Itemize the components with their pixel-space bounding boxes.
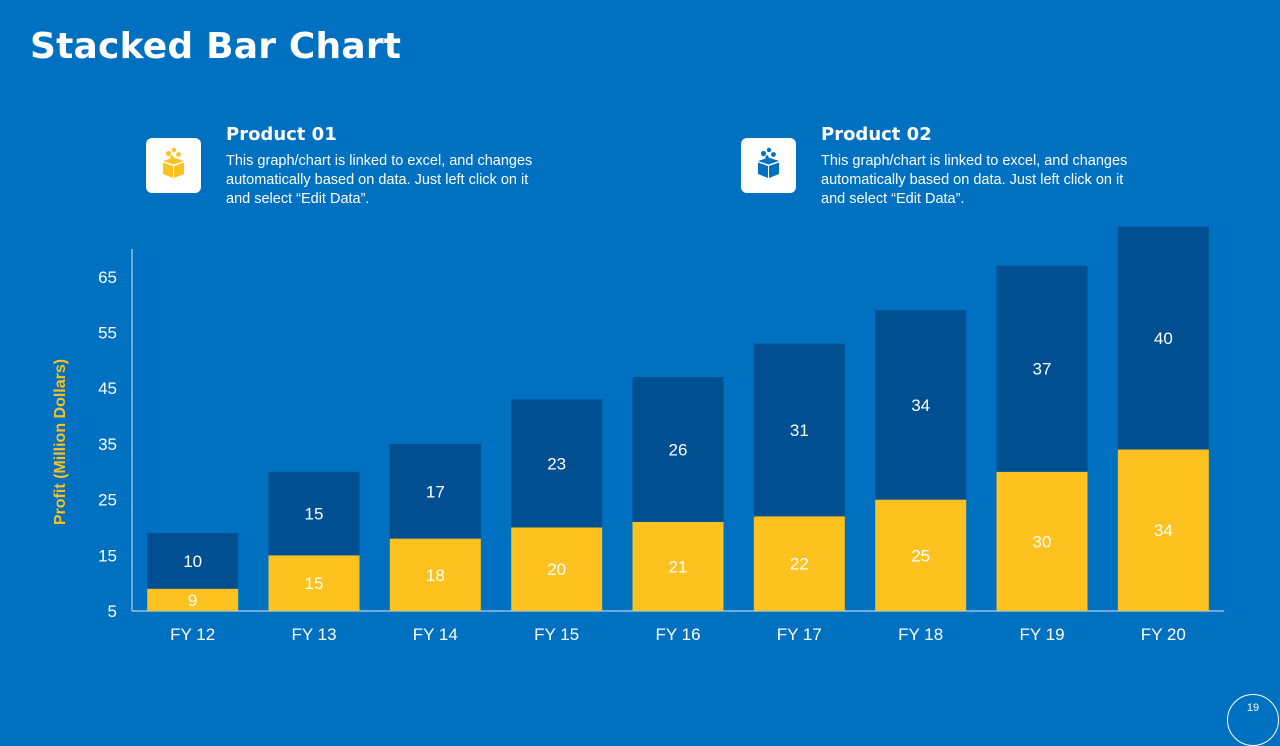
- bar-segment: [1117, 449, 1209, 611]
- y-tick-label: 35: [98, 435, 117, 454]
- bar-segment: [875, 310, 967, 500]
- y-tick-label: 15: [98, 546, 117, 565]
- slide-title: Stacked Bar Chart: [30, 26, 402, 67]
- y-tick-label: 55: [98, 324, 117, 343]
- data-label: 20: [547, 560, 566, 579]
- data-label: 26: [669, 440, 688, 459]
- bar-segment: [753, 343, 845, 517]
- legend-description: This graph/chart is linked to excel, and…: [226, 153, 533, 207]
- bar-segment: [1117, 226, 1209, 450]
- x-tick-label: FY 12: [170, 625, 215, 644]
- bar-segment: [511, 527, 603, 611]
- x-tick-label: FY 15: [534, 625, 579, 644]
- y-tick-label: 45: [98, 379, 117, 398]
- bar-segment: [632, 521, 724, 611]
- data-label: 37: [1033, 360, 1052, 379]
- bar-segment: [996, 471, 1088, 611]
- x-tick-label: FY 13: [291, 625, 336, 644]
- bar-segment: [389, 443, 481, 539]
- legend-description: This graph/chart is linked to excel, and…: [821, 153, 1128, 207]
- bar-segment: [996, 265, 1088, 472]
- data-label: 22: [790, 555, 809, 574]
- bar-segment: [511, 399, 603, 528]
- x-tick-label: FY 17: [777, 625, 822, 644]
- box-icon: [741, 138, 796, 193]
- legend-name: Product 02: [821, 124, 932, 145]
- data-label: 40: [1154, 329, 1173, 348]
- data-label: 10: [183, 552, 202, 571]
- bar-segment: [875, 499, 967, 611]
- data-label: 25: [911, 546, 930, 565]
- data-label: 31: [790, 421, 809, 440]
- data-label: 23: [547, 454, 566, 473]
- data-label: 34: [911, 396, 930, 415]
- x-tick-label: FY 20: [1141, 625, 1186, 644]
- y-tick-label: 25: [98, 491, 117, 510]
- data-label: 30: [1033, 532, 1052, 551]
- stacked-bar-chart: 5 15 25 35 45 55 65 Profit (Million Dollars) 9 10…: [52, 226, 1224, 644]
- x-tick-label: FY 19: [1019, 625, 1064, 644]
- y-tick-label: 5: [108, 602, 117, 621]
- legend-name: Product 01: [226, 124, 337, 145]
- bar-segment: [753, 516, 845, 611]
- y-axis-title: Profit (Million Dollars): [52, 359, 69, 525]
- data-label: 34: [1154, 521, 1173, 540]
- bar-segment: [389, 538, 481, 611]
- box-icon: [146, 138, 201, 193]
- x-tick-label: FY 14: [413, 625, 458, 644]
- data-label: 18: [426, 566, 445, 585]
- bar-segment: [147, 533, 239, 589]
- bar-segment: [147, 588, 239, 611]
- page-number: 19: [1246, 702, 1260, 714]
- bar-segment: [632, 377, 724, 522]
- data-label: 21: [669, 557, 688, 576]
- data-label: 15: [305, 505, 324, 524]
- x-tick-label: FY 16: [655, 625, 700, 644]
- y-tick-label: 65: [98, 268, 117, 287]
- data-label: 17: [426, 482, 445, 501]
- bar-segment: [268, 555, 360, 611]
- data-label: 9: [188, 591, 197, 610]
- data-label: 15: [305, 574, 324, 593]
- x-tick-label: FY 18: [898, 625, 943, 644]
- bar-segment: [268, 471, 360, 556]
